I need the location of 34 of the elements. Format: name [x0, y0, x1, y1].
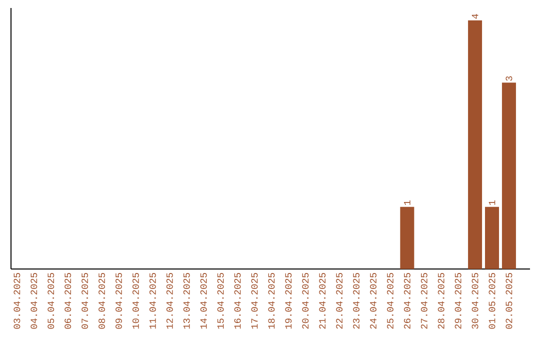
x-tick-label: 20.04.2025 — [302, 272, 309, 329]
x-tick-label: 09.04.2025 — [116, 272, 122, 329]
x-tick-label: 10.04.2025 — [132, 272, 139, 329]
x-tick-label: 06.04.2025 — [64, 272, 72, 329]
x-tick-label: 17.04.2025 — [251, 272, 258, 329]
x-tick-label: 12.04.2025 — [166, 272, 173, 329]
x-tick-label: 18.04.2025 — [268, 272, 275, 329]
x-tick-label: 02.05.2025 — [506, 272, 512, 329]
x-tick-label: 03.04.2025 — [14, 272, 20, 329]
x-tick-label: 24.04.2025 — [370, 272, 376, 329]
x-tick-label: 27.04.2025 — [420, 272, 428, 329]
x-tick-label: 16.04.2025 — [234, 272, 241, 329]
data-label: 3 — [506, 76, 512, 81]
data-label: 1 — [404, 200, 410, 205]
x-tick-label: 28.04.2025 — [438, 272, 444, 329]
data-label: 1 — [488, 200, 496, 205]
x-tick-label: 25.04.2025 — [386, 272, 394, 329]
x-tick-label: 29.04.2025 — [454, 272, 462, 329]
x-tick-label: 08.04.2025 — [98, 272, 105, 329]
x-tick-label: 19.04.2025 — [285, 272, 292, 329]
x-tick-label: 05.04.2025 — [48, 272, 54, 329]
x-tick-label: 15.04.2025 — [217, 272, 224, 329]
x-tick-label: 22.04.2025 — [336, 272, 343, 329]
x-tick-label: 07.04.2025 — [82, 272, 88, 329]
x-tick-label: 30.04.2025 — [472, 272, 478, 329]
x-tick-label: 04.04.2025 — [30, 272, 38, 329]
x-tick-label: 23.04.2025 — [353, 272, 360, 329]
x-tick-label: 01.05.2025 — [488, 272, 496, 329]
data-label: 4 — [472, 14, 478, 19]
x-tick-label: 21.04.2025 — [319, 272, 326, 329]
x-tick-label: 11.04.2025 — [149, 272, 156, 329]
x-tick-label: 13.04.2025 — [183, 272, 190, 329]
x-tick-label: 14.04.2025 — [200, 272, 207, 329]
x-tick-label: 26.04.2025 — [404, 272, 410, 329]
